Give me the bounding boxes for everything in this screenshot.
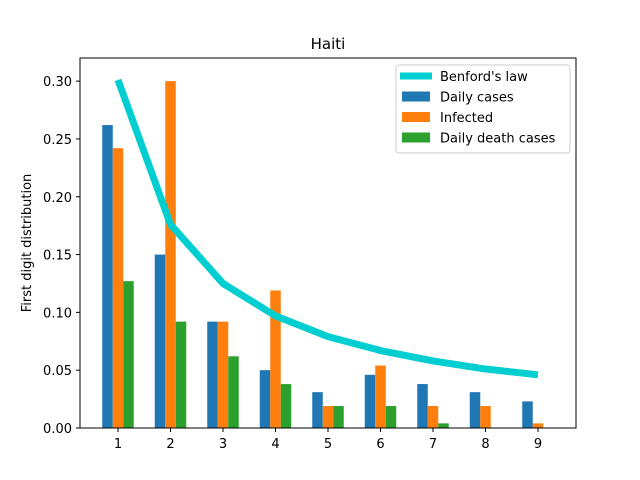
bar-daily-death-cases-3 bbox=[228, 356, 239, 428]
bar-infected-2 bbox=[165, 81, 176, 428]
x-tick-label: 4 bbox=[271, 437, 279, 452]
y-tick-label: 0.15 bbox=[43, 249, 72, 264]
y-tick-label: 0.20 bbox=[43, 191, 72, 206]
bar-infected-1 bbox=[112, 148, 124, 428]
bar-infected-7 bbox=[427, 406, 439, 428]
legend-label: Infected bbox=[440, 111, 493, 126]
bar-daily-cases-2 bbox=[154, 254, 166, 428]
bar-daily-death-cases-5 bbox=[333, 406, 344, 428]
bar-daily-cases-9 bbox=[522, 401, 533, 428]
bar-infected-9 bbox=[532, 423, 544, 428]
x-tick-label: 6 bbox=[376, 437, 384, 452]
x-tick-label: 1 bbox=[114, 437, 122, 452]
legend-label: Daily death cases bbox=[440, 132, 556, 147]
x-tick-label: 3 bbox=[219, 437, 227, 452]
x-tick-label: 5 bbox=[324, 437, 332, 452]
benford-line-layer bbox=[114, 78, 539, 379]
bar-daily-cases-4 bbox=[259, 370, 271, 428]
y-tick-label: 0.10 bbox=[43, 306, 72, 321]
x-tick-label: 2 bbox=[166, 437, 174, 452]
x-tick-label: 7 bbox=[429, 437, 437, 452]
bar-daily-cases-1 bbox=[102, 125, 113, 428]
bar-infected-3 bbox=[217, 321, 229, 428]
bar-daily-death-cases-7 bbox=[438, 423, 449, 428]
y-axis-label: First digit distribution bbox=[20, 174, 35, 313]
y-tick-label: 0.30 bbox=[43, 75, 72, 90]
bar-daily-cases-3 bbox=[207, 321, 218, 428]
legend-frame bbox=[395, 64, 571, 154]
y-axis-ticks: 0.00 0.05 0.10 0.15 0.20 0.25 0.30 bbox=[43, 75, 80, 437]
y-tick-label: 0.00 bbox=[43, 422, 72, 437]
x-axis-ticks: 1 2 3 4 5 6 7 8 9 bbox=[114, 428, 542, 452]
bar-infected-4 bbox=[270, 290, 281, 428]
bar-infected-8 bbox=[480, 406, 491, 428]
bar-daily-death-cases-1 bbox=[123, 281, 134, 428]
y-tick-label: 0.25 bbox=[43, 133, 72, 148]
y-tick-label: 0.05 bbox=[43, 364, 72, 379]
bar-daily-cases-5 bbox=[312, 392, 323, 428]
x-tick-label: 8 bbox=[481, 437, 489, 452]
x-tick-label: 9 bbox=[534, 437, 542, 452]
legend-swatch-bar bbox=[402, 112, 430, 122]
bar-daily-death-cases-2 bbox=[175, 321, 187, 428]
legend-swatch-bar bbox=[402, 132, 430, 143]
legend-label: Daily cases bbox=[440, 91, 514, 106]
chart-title: Haiti bbox=[311, 35, 346, 53]
bar-daily-cases-8 bbox=[469, 392, 481, 428]
bar-daily-cases-7 bbox=[417, 384, 428, 428]
bar-daily-death-cases-4 bbox=[280, 384, 292, 428]
bar-infected-5 bbox=[322, 406, 334, 428]
legend: Benford's law Daily cases Infected Daily de… bbox=[395, 64, 571, 154]
bar-daily-death-cases-6 bbox=[385, 406, 397, 428]
bar-daily-cases-6 bbox=[364, 374, 376, 428]
bar-infected-6 bbox=[375, 365, 386, 428]
bar-group bbox=[102, 81, 544, 428]
legend-swatch-bar bbox=[402, 91, 430, 102]
legend-label: Benford's law bbox=[440, 70, 528, 85]
